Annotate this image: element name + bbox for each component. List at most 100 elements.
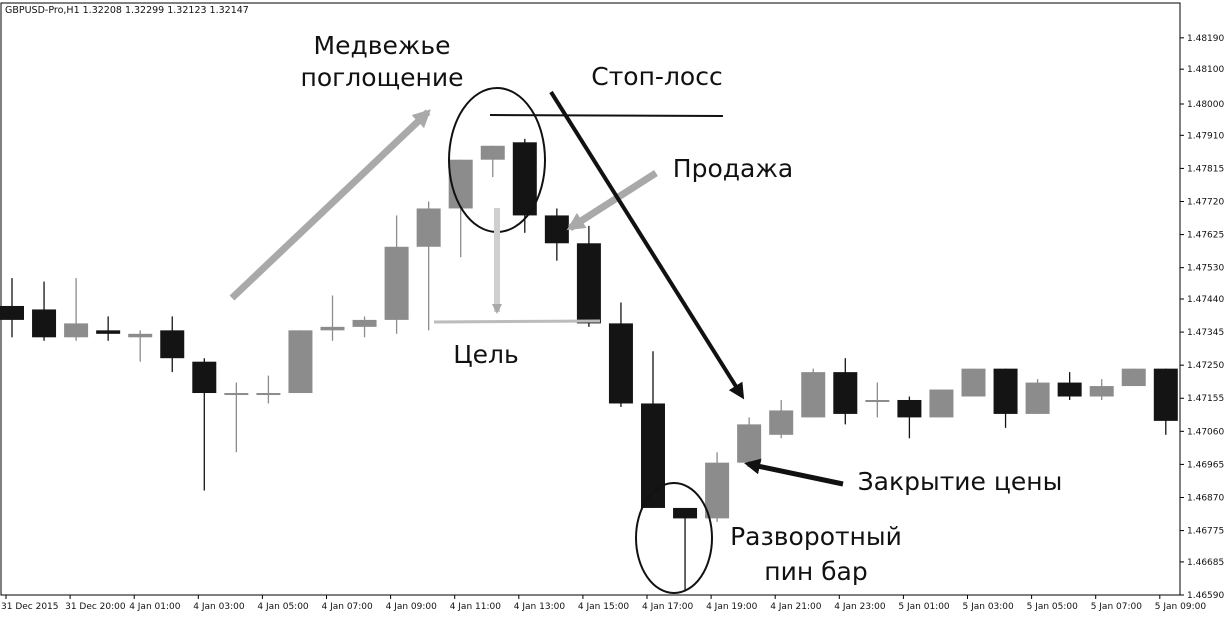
x-tick-label: 5 Jan 05:00: [1027, 602, 1079, 612]
pinbar-label-2: пин бар: [764, 557, 868, 586]
candle-body: [352, 319, 377, 327]
x-tick-label: 4 Jan 09:00: [386, 602, 438, 612]
candle-body: [224, 393, 249, 396]
y-tick-label: 1.47815: [1187, 164, 1224, 174]
y-tick-label: 1.46590: [1187, 591, 1224, 601]
uptrend-arrow: [229, 109, 431, 301]
sell-arrow: [566, 170, 658, 231]
candle: [1057, 372, 1082, 400]
candle: [0, 278, 24, 338]
candle: [1025, 379, 1050, 414]
x-tick-label: 31 Dec 20:00: [65, 602, 126, 612]
y-tick-label: 1.46965: [1187, 460, 1224, 470]
candle-body: [416, 208, 441, 247]
candle-body: [1153, 368, 1178, 421]
x-tick-label: 4 Jan 07:00: [322, 602, 374, 612]
x-tick-label: 4 Jan 13:00: [514, 602, 566, 612]
y-tick-label: 1.47625: [1187, 231, 1224, 241]
candle: [320, 295, 345, 341]
stop-loss-label: Стоп-лосс: [591, 62, 722, 91]
candle: [897, 396, 922, 439]
candle-body: [128, 333, 153, 338]
candle-body: [0, 305, 24, 320]
candle: [384, 215, 409, 334]
candle: [224, 382, 249, 453]
candle-body: [769, 410, 794, 435]
y-tick-label: 1.48100: [1187, 65, 1224, 75]
candle-body: [865, 399, 890, 402]
candle-body: [384, 246, 409, 320]
candle: [64, 278, 89, 341]
candle-body: [512, 142, 537, 216]
candle-body: [801, 372, 826, 418]
candle: [993, 368, 1018, 428]
candle: [1153, 368, 1178, 435]
y-tick-label: 1.48000: [1187, 100, 1224, 110]
x-tick-label: 4 Jan 11:00: [450, 602, 502, 612]
candle-body: [673, 507, 698, 519]
candle-body: [737, 424, 762, 463]
candle-body: [160, 330, 185, 359]
close-price-label: Закрытие цены: [858, 467, 1063, 496]
x-tick-label: 4 Jan 19:00: [706, 602, 758, 612]
pinbar-label-1: Разворотный: [730, 522, 902, 551]
candle: [512, 138, 537, 233]
candle: [929, 389, 954, 418]
x-tick-label: 5 Jan 03:00: [963, 602, 1015, 612]
candle: [673, 507, 698, 592]
candle: [416, 201, 441, 331]
x-tick-label: 5 Jan 07:00: [1091, 602, 1143, 612]
candle: [641, 351, 665, 508]
candle-body: [576, 243, 601, 324]
candle-body: [1025, 382, 1050, 414]
engulfing-label-1: Медвежье: [314, 31, 451, 60]
candle-body: [897, 399, 922, 418]
candle: [608, 302, 633, 407]
candle: [801, 368, 826, 418]
x-tick-label: 4 Jan 17:00: [642, 602, 694, 612]
candle: [352, 316, 377, 338]
candle-body: [833, 372, 858, 414]
engulfing-label-2: поглощение: [301, 63, 464, 92]
candle: [737, 417, 762, 463]
y-tick-label: 1.46685: [1187, 558, 1224, 568]
downtrend-arrow: [549, 90, 745, 400]
candle: [705, 452, 730, 522]
candle-body: [993, 368, 1018, 414]
candle: [96, 316, 121, 341]
candle-body: [32, 309, 57, 338]
y-tick-label: 1.47155: [1187, 394, 1224, 404]
y-tick-label: 1.47345: [1187, 328, 1224, 338]
candle-body: [320, 326, 345, 331]
x-tick-label: 4 Jan 23:00: [834, 602, 886, 612]
candle: [769, 399, 794, 439]
x-tick-label: 4 Jan 21:00: [770, 602, 822, 612]
y-tick-label: 1.47910: [1187, 131, 1224, 141]
x-tick-label: 4 Jan 05:00: [257, 602, 309, 612]
y-tick-label: 1.47530: [1187, 264, 1224, 274]
candle-body: [1057, 382, 1082, 397]
candle: [1121, 368, 1146, 387]
candle-body: [641, 403, 665, 508]
chart-header: GBPUSD-Pro,H1 1.32208 1.32299 1.32123 1.…: [5, 5, 249, 16]
x-tick-label: 5 Jan 09:00: [1155, 602, 1207, 612]
candle-body: [608, 323, 633, 404]
candle: [544, 208, 569, 261]
y-tick-label: 1.48190: [1187, 34, 1224, 44]
candle: [833, 358, 858, 425]
candle-body: [1121, 368, 1146, 387]
candle: [961, 368, 986, 397]
candle: [192, 358, 217, 491]
candle-body: [96, 330, 121, 334]
candle-body: [929, 389, 954, 418]
y-tick-label: 1.47250: [1187, 361, 1224, 371]
candle-body: [705, 462, 730, 519]
y-tick-label: 1.46775: [1187, 527, 1224, 537]
candle-body: [288, 330, 313, 394]
candle-body: [448, 159, 473, 209]
candle: [32, 281, 57, 341]
close-price-arrow: [744, 458, 844, 487]
y-tick-label: 1.46870: [1187, 493, 1224, 503]
